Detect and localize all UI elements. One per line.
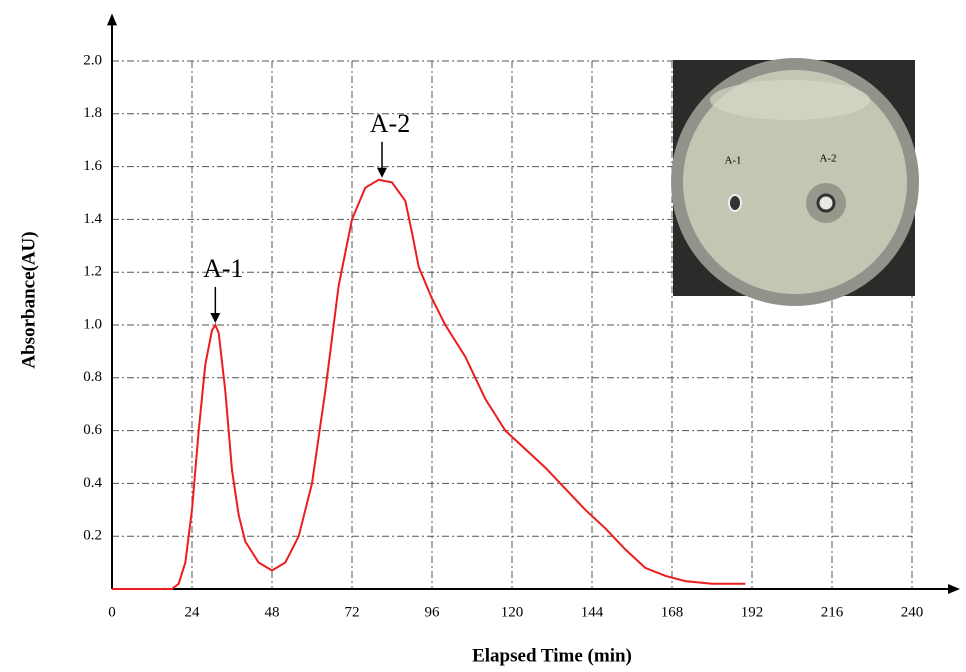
x-axis-title: Elapsed Time (min) [472,645,632,666]
dish-agar [683,70,907,294]
annotation-arrowhead [210,313,221,323]
y-tick-label: 0.2 [83,528,102,544]
annotation-arrowhead [377,167,387,178]
x-tick-label: 0 [108,604,116,620]
y-tick-label: 1.0 [83,316,102,332]
x-axis-arrow [948,584,960,594]
annotation: A-2 [370,109,410,138]
well-a1 [728,194,742,212]
x-tick-label: 240 [901,604,924,620]
annotation: A-1 [203,254,243,283]
x-tick-label: 48 [265,604,280,620]
x-tick-label: 216 [821,604,844,620]
y-tick-label: 1.6 [83,158,102,174]
y-tick-label: 2.0 [83,52,102,68]
inset-photo: A-1 A-2 [671,58,919,306]
inset-label: A-2 [819,153,836,165]
x-tick-label: 96 [425,604,441,620]
x-tick-label: 144 [581,604,604,620]
x-tick-label: 24 [185,604,201,620]
data-line [112,178,746,590]
y-tick-label: 0.8 [83,369,102,385]
x-tick-label: 168 [661,604,684,620]
x-tick-label: 120 [501,604,524,620]
y-axis-title: Absorbance(AU) [18,231,39,368]
inset-label: A-1 [724,155,741,167]
y-tick-label: 1.4 [83,211,102,227]
y-tick-label: 0.4 [83,475,102,491]
dish-glare [710,80,870,120]
y-tick-label: 0.6 [83,422,102,438]
y-axis-arrow [107,13,117,26]
well-a2 [816,193,836,213]
y-tick-label: 1.2 [83,264,102,280]
y-tick-label: 1.8 [83,105,102,121]
x-tick-label: 192 [741,604,764,620]
x-tick-label: 72 [345,604,360,620]
